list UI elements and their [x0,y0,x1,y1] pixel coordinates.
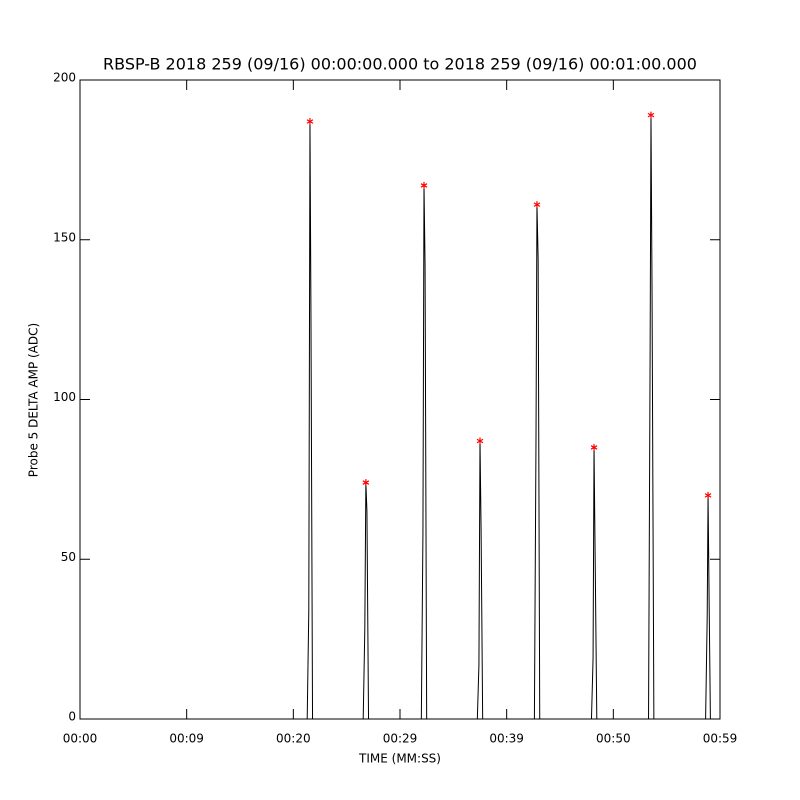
peak-marker [533,201,541,209]
peak-marker [420,181,428,189]
y-tick-label: 200 [53,71,76,85]
peak-marker [590,443,598,451]
x-tick-label: 00:59 [703,732,738,746]
y-tick-label: 150 [53,230,76,244]
plot-frame [79,79,721,720]
y-tick-label: 0 [68,710,76,724]
y-axis-label: Probe 5 DELTA AMP (ADC) [27,323,41,477]
x-tick-label: 00:20 [276,732,311,746]
peak-marker [306,118,314,126]
data-line [80,115,720,720]
chart-title: RBSP-B 2018 259 (09/16) 00:00:00.000 to … [103,55,697,74]
peak-marker [476,437,484,445]
y-tick-label: 100 [53,390,76,404]
x-tick-label: 00:09 [169,732,204,746]
x-tick-label: 00:29 [383,732,418,746]
x-tick-label: 00:39 [489,732,524,746]
x-tick-label: 00:50 [596,732,631,746]
peak-marker [362,479,370,487]
x-tick-label: 00:00 [63,732,98,746]
y-tick-label: 50 [61,550,76,564]
x-axis-label: TIME (MM:SS) [358,752,441,766]
peak-marker [704,491,712,499]
peak-marker [647,111,655,119]
